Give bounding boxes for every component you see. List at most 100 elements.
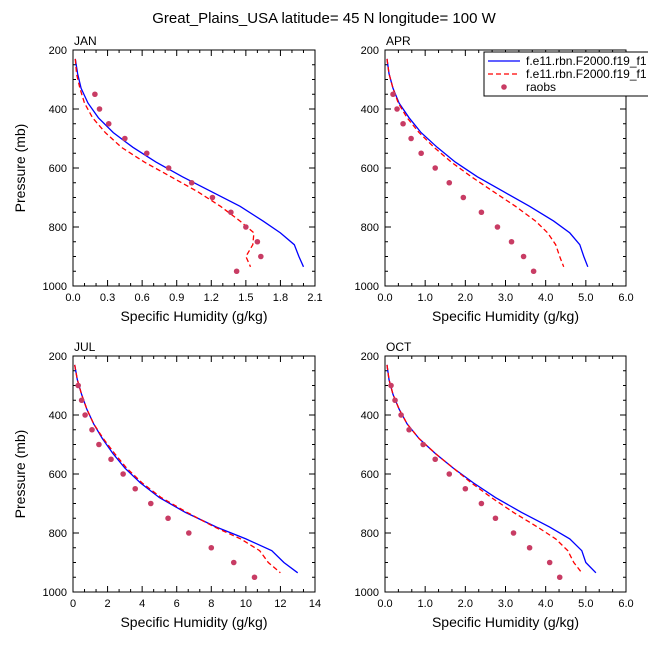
x-tick-label: 6.0 <box>618 598 633 610</box>
x-axis-title: Specific Humidity (g/kg) <box>432 308 579 324</box>
y-tick-label: 200 <box>49 351 67 363</box>
raobs-point <box>446 471 453 477</box>
raobs-point <box>420 441 426 448</box>
x-axis-title: Specific Humidity (g/kg) <box>120 614 267 630</box>
panel-label: APR <box>386 34 411 48</box>
raobs-point <box>233 268 240 275</box>
raobs-point <box>390 91 396 98</box>
y-tick-label: 600 <box>361 469 379 481</box>
legend-box <box>483 51 648 97</box>
legend-label: raobs <box>526 80 556 94</box>
y-axis-title: Pressure (mb) <box>12 124 28 213</box>
x-tick-label: 4.0 <box>538 292 553 304</box>
y-tick-label: 600 <box>49 163 67 175</box>
raobs-point <box>530 268 537 275</box>
y-tick-label: 400 <box>49 104 67 116</box>
raobs-point <box>446 179 453 186</box>
x-tick-label: 14 <box>309 598 321 610</box>
panels: JAN 0.0 0.3 0.6 0.9 1.2 1.5 1.8 2.1 200 400 600 800 1… <box>12 34 634 630</box>
raobs-point <box>492 515 499 522</box>
y-tick-label: 800 <box>361 222 379 234</box>
x-tick-label: 0 <box>70 598 76 610</box>
x-tick-label: 2.0 <box>458 598 473 610</box>
x-tick-label: 1.0 <box>418 292 433 304</box>
x-tick-label: 12 <box>274 598 286 610</box>
raobs-point <box>494 224 501 230</box>
raobs-point <box>228 209 234 216</box>
x-tick-label: 5.0 <box>578 598 593 610</box>
raobs-point <box>243 224 249 230</box>
y-tick-label: 200 <box>49 45 67 57</box>
plot-frame <box>72 49 316 287</box>
legend-marker <box>501 84 507 90</box>
y-tick-label: 600 <box>361 163 379 175</box>
raobs-point <box>408 135 414 142</box>
raobs-point <box>186 530 192 536</box>
raobs-point <box>96 106 103 112</box>
raobs-point <box>75 382 81 389</box>
x-tick-label: 0.0 <box>65 292 80 304</box>
x-tick-label: 0.9 <box>169 292 184 304</box>
x-tick-label: 0.3 <box>100 292 115 304</box>
y-tick-label: 800 <box>49 528 67 540</box>
panel-label: JUL <box>74 340 96 354</box>
plot-frame <box>384 355 627 593</box>
raobs-point <box>258 253 264 260</box>
raobs-point <box>460 194 467 201</box>
raobs-point <box>147 500 154 507</box>
raobs-point <box>89 426 95 433</box>
y-tick-label: 1000 <box>355 587 379 599</box>
raobs-point <box>406 426 412 433</box>
raobs-point <box>165 165 172 171</box>
series-line-solid <box>386 364 597 574</box>
x-tick-label: 1.2 <box>204 292 219 304</box>
legend-label: f.e11.rbn.F2000.f19_f1 <box>526 67 647 81</box>
y-tick-label: 200 <box>361 45 379 57</box>
legend: f.e11.rbn.F2000.f19_f1f.e11.rbn.F2000.f1… <box>483 51 648 97</box>
series-line-dashed <box>386 58 565 268</box>
raobs-point <box>120 471 126 477</box>
raobs-point <box>188 179 195 186</box>
x-tick-label: 0.0 <box>377 292 392 304</box>
panel-jul: JUL 0 2 4 6 8 10 12 14 200 400 600 800 1000 Specific H… <box>12 340 321 630</box>
x-tick-label: 0.0 <box>377 598 392 610</box>
series-line-solid <box>386 58 589 268</box>
x-tick-label: 4 <box>139 598 145 610</box>
series-line-dashed <box>386 364 583 574</box>
x-tick-label: 3.0 <box>498 598 513 610</box>
raobs-point <box>400 120 406 127</box>
raobs-point <box>251 574 258 581</box>
y-tick-label: 600 <box>49 469 67 481</box>
raobs-point <box>546 559 553 566</box>
panel-oct: OCT 0.0 1.0 2.0 3.0 4.0 5.0 6.0 200 400 600 800 1000… <box>355 340 634 630</box>
raobs-point <box>96 441 102 448</box>
y-tick-label: 400 <box>361 104 379 116</box>
x-tick-label: 6.0 <box>618 292 633 304</box>
raobs-point <box>392 397 398 404</box>
y-tick-label: 400 <box>49 410 67 422</box>
y-tick-label: 1000 <box>355 281 379 293</box>
raobs-point <box>510 530 517 536</box>
raobs-point <box>230 559 237 566</box>
x-tick-label: 4.0 <box>538 598 553 610</box>
x-tick-label: 2.1 <box>307 292 322 304</box>
raobs-point <box>478 209 485 216</box>
raobs-point <box>208 544 215 551</box>
y-tick-label: 800 <box>49 222 67 234</box>
series-line-dashed <box>74 364 281 574</box>
x-tick-label: 8 <box>208 598 214 610</box>
x-tick-label: 3.0 <box>498 292 513 304</box>
raobs-point <box>388 382 394 389</box>
raobs-point <box>82 412 88 418</box>
panel-apr: APR 0.0 1.0 2.0 3.0 4.0 5.0 6.0 200 400 600 800 1000… <box>355 34 634 324</box>
legend-label: f.e11.rbn.F2000.f19_f1 <box>526 54 647 68</box>
y-tick-label: 400 <box>361 410 379 422</box>
x-tick-label: 0.6 <box>134 292 149 304</box>
y-tick-label: 1000 <box>43 281 67 293</box>
series-line-solid <box>74 58 305 268</box>
panel-jan: JAN 0.0 0.3 0.6 0.9 1.2 1.5 1.8 2.1 200 400 600 800 1… <box>12 34 323 324</box>
raobs-point <box>398 412 404 418</box>
plot-frame <box>72 355 316 593</box>
raobs-point <box>132 485 139 492</box>
raobs-point <box>394 106 400 112</box>
